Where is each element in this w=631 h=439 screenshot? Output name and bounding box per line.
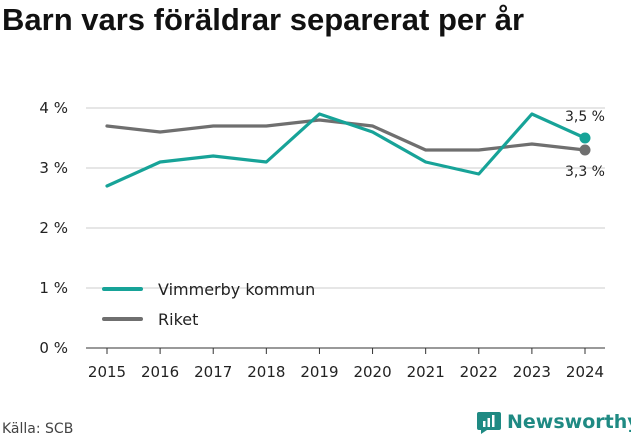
y-tick-label: 3 % [39, 159, 68, 177]
x-tick-label: 2020 [353, 363, 391, 381]
chart-title: Barn vars föräldrar separerat per år [2, 2, 525, 37]
newsworthy-logo-icon [477, 412, 501, 434]
legend: Vimmerby kommun Riket [102, 280, 315, 329]
y-tick-label: 1 % [39, 279, 68, 297]
legend-label: Riket [158, 310, 198, 329]
y-tick-label: 2 % [39, 219, 68, 237]
end-value-label: 3,5 % [565, 109, 605, 125]
legend-label: Vimmerby kommun [158, 280, 315, 299]
x-tick-label: 2021 [407, 363, 445, 381]
end-labels: 3,3 % 3,5 % [565, 109, 605, 180]
end-point [579, 132, 591, 144]
x-tick-label: 2015 [88, 363, 126, 381]
x-tick-label: 2019 [300, 363, 338, 381]
brand-name: Newsworthy [507, 411, 631, 433]
brand-logo[interactable]: Newsworthy [476, 409, 631, 435]
x-axis-ticks: 2015 2016 2017 2018 2019 2020 2021 2022 2023 2024 [88, 348, 604, 381]
series-line-vimmerby [105, 112, 587, 188]
x-tick-label: 2022 [460, 363, 498, 381]
line-chart: 0 % 1 % 2 % 3 % 4 % 2015 2016 2017 2018 2019 2020… [39, 99, 605, 381]
end-value-label: 3,3 % [565, 164, 605, 180]
y-tick-label: 0 % [39, 339, 68, 357]
x-tick-label: 2024 [566, 363, 604, 381]
y-tick-label: 4 % [39, 99, 68, 117]
gridlines [86, 107, 605, 349]
y-axis-ticks: 0 % 1 % 2 % 3 % 4 % [39, 99, 68, 357]
source-note: Källa: SCB [2, 421, 74, 437]
x-tick-label: 2016 [141, 363, 179, 381]
x-tick-label: 2023 [513, 363, 551, 381]
x-tick-label: 2017 [194, 363, 232, 381]
x-tick-label: 2018 [247, 363, 285, 381]
series-lines [105, 112, 591, 188]
end-point [579, 144, 591, 156]
